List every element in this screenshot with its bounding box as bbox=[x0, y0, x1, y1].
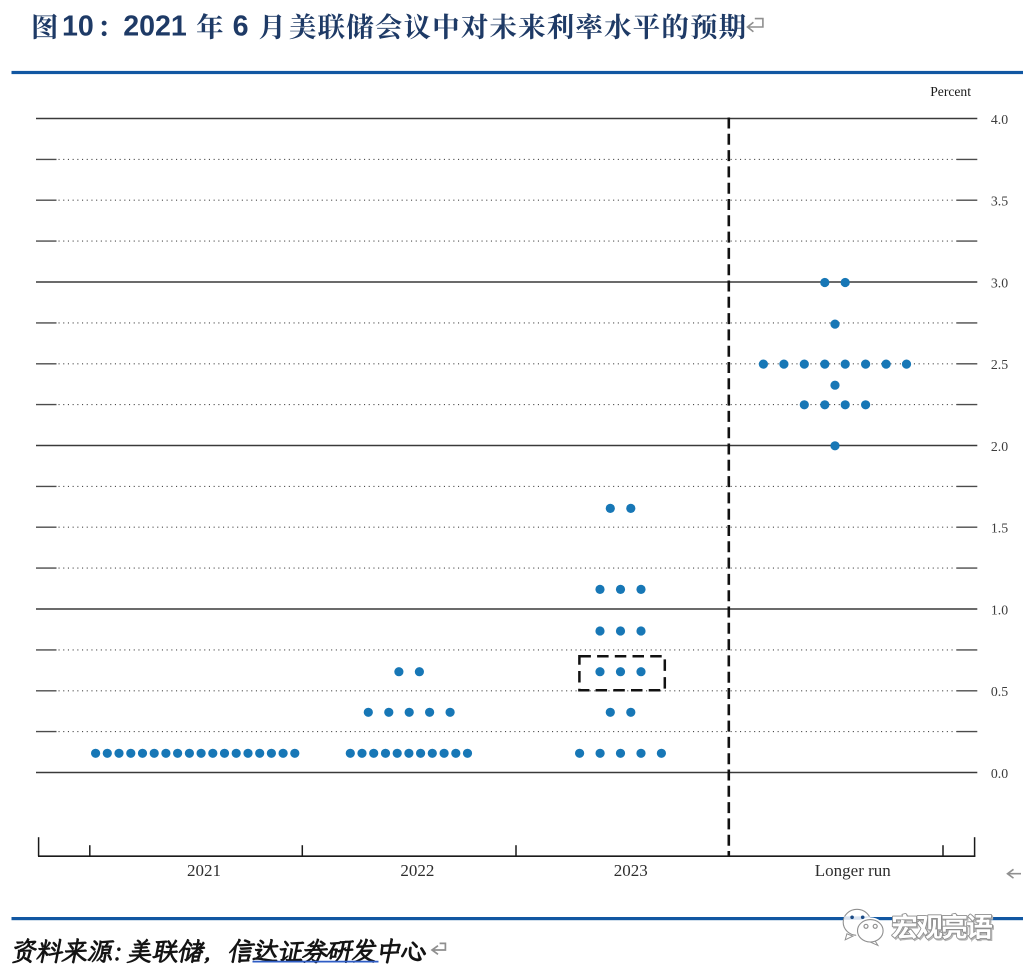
svg-text:6: 6 bbox=[233, 11, 249, 43]
svg-text:1.0: 1.0 bbox=[991, 602, 1008, 617]
svg-text:2022: 2022 bbox=[400, 861, 434, 880]
svg-text:2021: 2021 bbox=[123, 11, 187, 43]
svg-text:10: 10 bbox=[62, 11, 94, 43]
svg-text:Percent: Percent bbox=[930, 84, 971, 99]
svg-text:3.5: 3.5 bbox=[991, 194, 1008, 209]
svg-text:Longer run: Longer run bbox=[815, 861, 892, 880]
svg-text:1.5: 1.5 bbox=[991, 521, 1008, 536]
svg-text:2.0: 2.0 bbox=[991, 439, 1008, 454]
svg-text:2.5: 2.5 bbox=[991, 357, 1008, 372]
svg-text:2023: 2023 bbox=[614, 861, 648, 880]
svg-text:2021: 2021 bbox=[187, 861, 221, 880]
svg-text:3.0: 3.0 bbox=[991, 275, 1008, 290]
svg-text:4.0: 4.0 bbox=[991, 112, 1008, 127]
svg-text:0.5: 0.5 bbox=[991, 684, 1008, 699]
svg-text:0.0: 0.0 bbox=[991, 766, 1008, 781]
